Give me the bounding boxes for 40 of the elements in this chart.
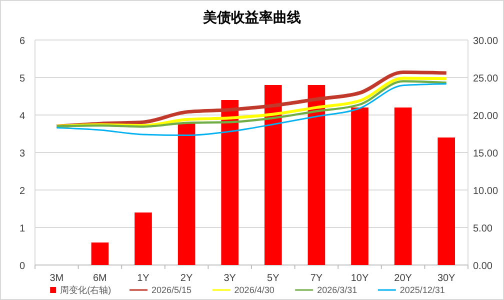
line-series <box>56 83 448 136</box>
bar <box>178 122 196 265</box>
bar <box>221 100 239 265</box>
bar <box>394 108 412 265</box>
bar <box>308 85 326 265</box>
y2-tick-label: 20.00 <box>473 111 498 122</box>
y-tick-label: 0 <box>19 261 26 272</box>
y2-tick-label: 15.00 <box>473 148 498 160</box>
x-tick-label: 5Y <box>267 273 280 284</box>
bar <box>351 108 368 265</box>
x-tick-label: 2Y <box>180 273 193 284</box>
x-tick-label: 3Y <box>224 273 236 284</box>
x-tick-label: 3M <box>50 273 64 284</box>
legend-label: 2026/4/30 <box>234 285 274 295</box>
y-tick-label: 2 <box>19 186 26 197</box>
y-tick-label: 6 <box>19 36 26 47</box>
legend-label: 周变化(右轴) <box>60 285 112 295</box>
chart-title: 美债收益率曲线 <box>202 9 301 25</box>
y2-tick-label: 0.00 <box>473 261 493 272</box>
y-tick-label: 4 <box>19 111 26 122</box>
y2-tick-label: 25.00 <box>473 74 498 84</box>
y-tick-label: 5 <box>19 74 26 84</box>
bar <box>91 242 109 265</box>
y2-tick-label: 10.00 <box>473 186 498 197</box>
x-tick-label: 10Y <box>350 273 369 284</box>
bar <box>438 138 456 265</box>
x-tick-label: 20Y <box>394 273 412 284</box>
y-tick-label: 3 <box>19 148 26 160</box>
bar <box>264 85 282 265</box>
x-tick-label: 30Y <box>437 273 456 284</box>
x-tick-label: 1Y <box>137 273 150 284</box>
y-tick-label: 1 <box>19 224 26 234</box>
bar <box>134 212 152 265</box>
x-tick-label: 6M <box>92 273 107 284</box>
legend-label: 2026/3/31 <box>317 285 358 295</box>
legend-label: 2025/12/31 <box>400 285 445 295</box>
x-tick-label: 7Y <box>310 273 323 284</box>
y2-tick-label: 5.00 <box>473 224 493 234</box>
legend-label: 2026/5/15 <box>152 285 192 295</box>
y2-tick-label: 30.00 <box>473 36 498 47</box>
